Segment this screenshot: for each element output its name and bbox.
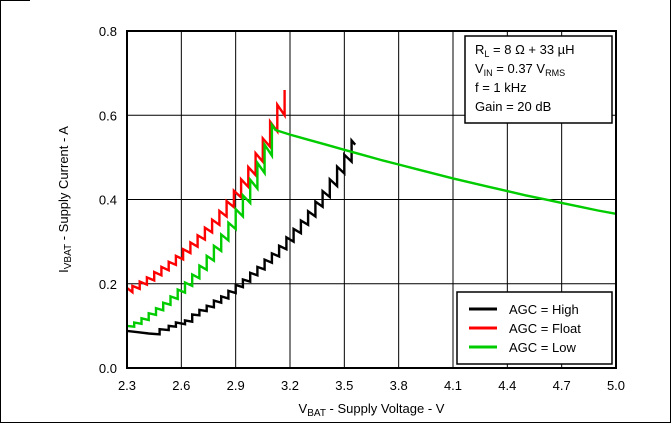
legend-label: AGC = High <box>509 302 579 317</box>
x-tick-label: 2.9 <box>227 378 245 393</box>
condition-line: RL = 8 Ω + 33 µH <box>475 42 575 59</box>
y-tick-label: 0.4 <box>99 193 117 208</box>
series-line <box>126 121 617 329</box>
series-lines <box>126 90 617 336</box>
condition-line: VIN = 0.37 VRMS <box>475 61 565 78</box>
test-conditions-box: RL = 8 Ω + 33 µH VIN = 0.37 VRMS f = 1 kHz… <box>464 35 613 124</box>
x-tick-label: 4.7 <box>553 378 571 393</box>
y-tick-label: 0.6 <box>99 108 117 123</box>
x-tick-label: 3.2 <box>281 378 299 393</box>
x-tick-label: 3.8 <box>390 378 408 393</box>
y-tick-label: 0.0 <box>99 361 117 376</box>
condition-line: f = 1 kHz <box>475 80 527 95</box>
y-tick-label: 0.2 <box>99 277 117 292</box>
x-tick-label: 4.4 <box>498 378 516 393</box>
x-tick-label: 2.6 <box>172 378 190 393</box>
y-tick-label: 0.8 <box>99 24 117 39</box>
x-tick-label: 3.5 <box>335 378 353 393</box>
figure-top-edge <box>0 0 30 1</box>
plot-border <box>126 30 617 369</box>
y-axis-label: IVBAT - Supply Current - A <box>56 126 74 273</box>
legend: AGC = High AGC = Float AGC = Low <box>456 291 613 365</box>
legend-label: AGC = Low <box>509 340 576 355</box>
tick-labels: 2.3 2.6 2.9 3.2 3.5 3.8 4.1 4.4 4.7 5.0 0.0 0.2 0.4 0… <box>99 24 625 393</box>
x-axis-label: VBAT - Supply Voltage - V <box>299 401 445 419</box>
legend-label: AGC = Float <box>509 321 581 336</box>
x-tick-label: 4.1 <box>444 378 462 393</box>
condition-line: Gain = 20 dB <box>475 99 551 114</box>
series-line <box>126 137 357 336</box>
x-tick-label: 5.0 <box>607 378 625 393</box>
x-tick-label: 2.3 <box>118 378 136 393</box>
series-line <box>126 90 286 295</box>
